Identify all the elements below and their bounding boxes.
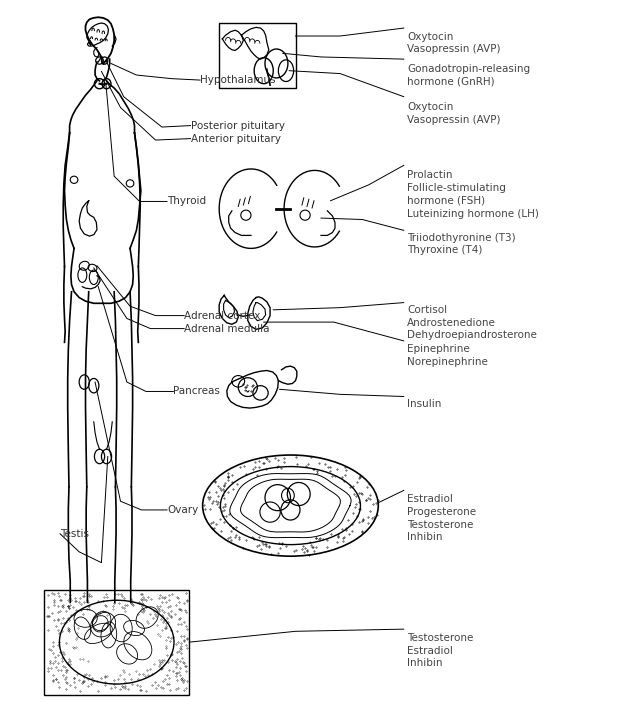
Text: Cortisol
Androstenedione
Dehydroepiandrosterone: Cortisol Androstenedione Dehydroepiandro…: [407, 305, 537, 341]
Bar: [44, 590, 189, 695]
Text: Epinephrine
Norepinephrine: Epinephrine Norepinephrine: [407, 344, 488, 368]
Text: Gonadotropin-releasing
hormone (GnRH): Gonadotropin-releasing hormone (GnRH): [407, 64, 530, 87]
Text: Anterior pituitary: Anterior pituitary: [191, 134, 281, 143]
Text: Testis: Testis: [60, 529, 89, 539]
Text: Prolactin
Follicle-stimulating
hormone (FSH)
Luteinizing hormone (LH): Prolactin Follicle-stimulating hormone (…: [407, 170, 539, 219]
Text: Triiodothyronine (T3)
Thyroxine (T4): Triiodothyronine (T3) Thyroxine (T4): [407, 232, 516, 256]
Text: Estradiol
Progesterone
Testosterone
Inhibin: Estradiol Progesterone Testosterone Inhi…: [407, 494, 476, 542]
Text: Posterior pituitary: Posterior pituitary: [191, 121, 284, 130]
Text: Thyroid: Thyroid: [167, 197, 206, 207]
Text: Oxytocin
Vasopressin (AVP): Oxytocin Vasopressin (AVP): [407, 32, 500, 55]
Text: Insulin: Insulin: [407, 399, 441, 408]
Text: Adrenal medulla: Adrenal medulla: [184, 324, 270, 333]
Text: Ovary: Ovary: [167, 505, 198, 515]
Text: Hypothalamus: Hypothalamus: [200, 75, 275, 85]
Text: Testosterone
Estradiol
Inhibin: Testosterone Estradiol Inhibin: [407, 633, 473, 668]
Text: Pancreas: Pancreas: [173, 387, 220, 397]
Text: Adrenal cortex: Adrenal cortex: [184, 311, 261, 320]
Text: Oxytocin
Vasopressin (AVP): Oxytocin Vasopressin (AVP): [407, 102, 500, 124]
Bar: [219, 23, 295, 88]
